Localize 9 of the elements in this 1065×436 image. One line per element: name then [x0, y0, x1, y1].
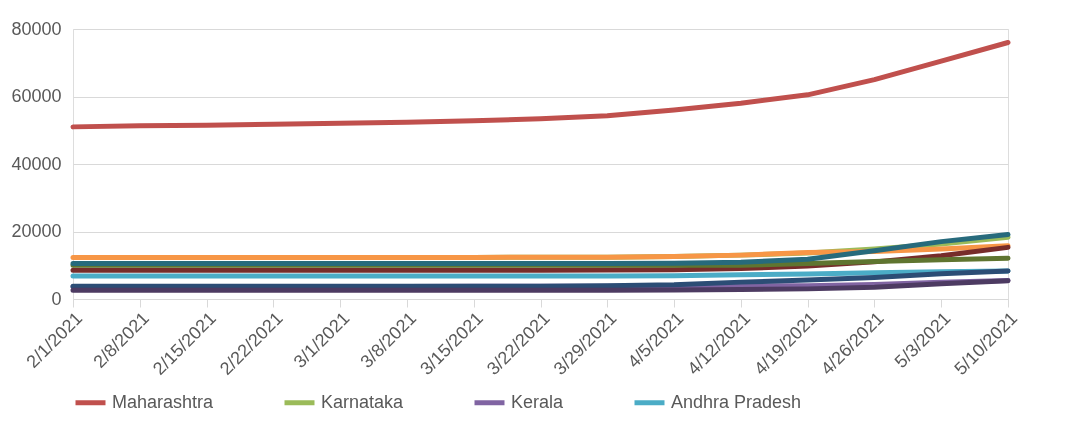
y-tick-label: 60000 [11, 86, 62, 106]
y-tick-label: 0 [51, 288, 62, 309]
y-tick-label: 80000 [11, 18, 62, 39]
y-tick-label: 20000 [11, 221, 62, 241]
legend-label: Maharashtra [112, 391, 215, 412]
y-tick-label: 40000 [11, 153, 62, 174]
legend-label: Kerala [511, 391, 565, 412]
legend-label: Andhra Pradesh [671, 391, 802, 412]
legend-label: Karnataka [321, 391, 405, 412]
